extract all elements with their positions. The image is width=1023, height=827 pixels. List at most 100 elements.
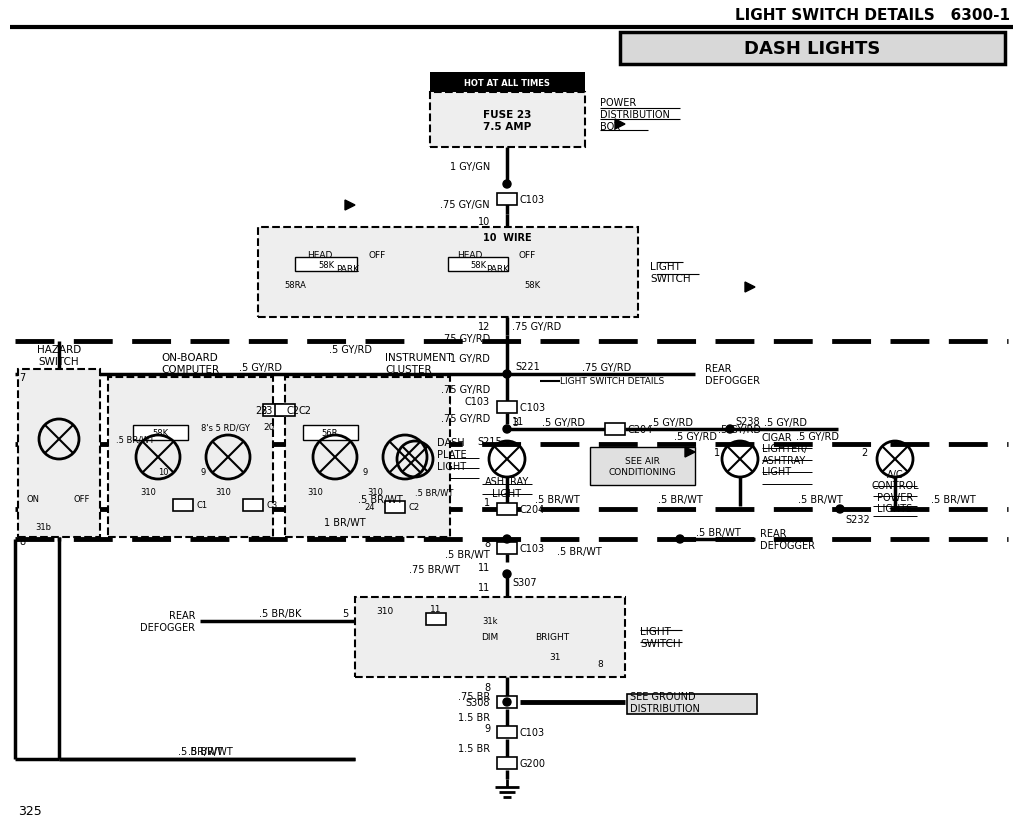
- Text: 310: 310: [367, 488, 383, 497]
- Text: C103: C103: [520, 543, 545, 553]
- Text: 10: 10: [158, 468, 168, 477]
- Circle shape: [503, 370, 512, 379]
- Text: REAR
DEFOGGER: REAR DEFOGGER: [140, 610, 195, 632]
- Text: REAR
DEFOGGER: REAR DEFOGGER: [760, 528, 815, 550]
- Text: C2: C2: [408, 503, 419, 512]
- Bar: [303, 425, 358, 441]
- Text: 10: 10: [478, 217, 490, 227]
- Text: 310: 310: [140, 488, 155, 497]
- Text: 1 GY/RD: 1 GY/RD: [450, 354, 490, 364]
- Text: REAR
DEFOGGER: REAR DEFOGGER: [705, 364, 760, 385]
- Text: .75 GY/RD: .75 GY/RD: [441, 414, 490, 423]
- Text: 1: 1: [714, 447, 720, 457]
- Text: .5 BR/WT: .5 BR/WT: [658, 495, 703, 504]
- Text: C2: C2: [298, 405, 311, 415]
- Text: 56R: 56R: [322, 429, 339, 438]
- Bar: [173, 500, 193, 511]
- Text: PARK: PARK: [487, 265, 509, 275]
- Polygon shape: [345, 201, 355, 211]
- Text: .5 GY/RD: .5 GY/RD: [718, 424, 761, 434]
- Text: .75 GY/RD: .75 GY/RD: [582, 362, 631, 372]
- Text: 325: 325: [18, 805, 42, 818]
- Text: .5 BR/WT: .5 BR/WT: [931, 495, 975, 504]
- Text: ON: ON: [26, 495, 39, 504]
- Bar: [497, 757, 517, 769]
- Text: HOT AT ALL TIMES: HOT AT ALL TIMES: [464, 79, 550, 88]
- Text: 1: 1: [484, 497, 490, 508]
- Text: .5 GY/RD: .5 GY/RD: [797, 432, 840, 442]
- Text: .5 BR/WT: .5 BR/WT: [535, 495, 579, 504]
- Text: .5 GY/RD: .5 GY/RD: [651, 418, 694, 428]
- Text: C204: C204: [520, 504, 545, 514]
- Text: 7: 7: [18, 372, 26, 383]
- Bar: [243, 500, 263, 511]
- Text: 310: 310: [307, 488, 323, 497]
- Text: 9: 9: [362, 468, 367, 477]
- Text: .75 GY/RD: .75 GY/RD: [512, 322, 562, 332]
- Text: 310: 310: [215, 488, 231, 497]
- Text: DASH LIGHTS: DASH LIGHTS: [744, 40, 880, 58]
- Text: C2: C2: [286, 405, 299, 415]
- Text: BRIGHT: BRIGHT: [535, 633, 569, 642]
- Text: 58K: 58K: [152, 429, 168, 438]
- Text: .75 GY/GN: .75 GY/GN: [440, 200, 490, 210]
- Text: 10  WIRE: 10 WIRE: [483, 232, 531, 242]
- Text: C103: C103: [464, 396, 490, 407]
- Text: 23: 23: [261, 405, 273, 415]
- Text: HAZARD
SWITCH: HAZARD SWITCH: [37, 345, 81, 366]
- Bar: [590, 447, 695, 485]
- Text: 1.5 BR: 1.5 BR: [458, 743, 490, 753]
- Text: C103: C103: [520, 727, 545, 737]
- Text: .5 BR/WT: .5 BR/WT: [178, 746, 222, 756]
- Text: .5 BR/WT: .5 BR/WT: [798, 495, 842, 504]
- Bar: [385, 501, 405, 514]
- Polygon shape: [685, 447, 695, 457]
- Text: .75 BR/WT: .75 BR/WT: [409, 564, 460, 574]
- Text: 5: 5: [342, 609, 348, 619]
- Text: .5 BR/WT: .5 BR/WT: [445, 549, 490, 559]
- Text: .5 BR/WT: .5 BR/WT: [696, 528, 741, 538]
- Text: HEAD: HEAD: [457, 251, 483, 259]
- Bar: [285, 378, 450, 538]
- Text: 11: 11: [478, 562, 490, 572]
- Text: 8: 8: [484, 682, 490, 692]
- Text: S215: S215: [478, 437, 502, 447]
- Text: S232: S232: [845, 514, 870, 524]
- Bar: [430, 93, 585, 148]
- Text: .75 BR: .75 BR: [457, 691, 490, 701]
- Text: .5 BR/WT: .5 BR/WT: [557, 547, 602, 557]
- Polygon shape: [615, 120, 625, 130]
- Circle shape: [503, 425, 512, 433]
- Circle shape: [503, 698, 512, 706]
- Text: 1.5 BR: 1.5 BR: [458, 712, 490, 722]
- Bar: [18, 370, 100, 538]
- Bar: [497, 726, 517, 739]
- Text: 11: 11: [512, 417, 524, 427]
- Text: 1 BR/WT: 1 BR/WT: [324, 518, 366, 528]
- Bar: [497, 194, 517, 206]
- Text: PARK: PARK: [337, 265, 359, 275]
- Text: 310: 310: [376, 607, 394, 616]
- Bar: [258, 227, 638, 318]
- Text: 58K: 58K: [524, 280, 540, 289]
- Text: 8's 5 RD/GY: 8's 5 RD/GY: [201, 423, 250, 432]
- Bar: [497, 696, 517, 708]
- Text: OFF: OFF: [519, 251, 536, 259]
- Text: 11: 11: [478, 582, 490, 592]
- Text: C3: C3: [266, 501, 277, 510]
- Text: .5 GY/RD: .5 GY/RD: [238, 362, 281, 372]
- Text: A/C
CONTROL
POWER
LIGHTS: A/C CONTROL POWER LIGHTS: [872, 469, 919, 514]
- Bar: [133, 425, 188, 441]
- Text: DASH
PLATE
LIGHT: DASH PLATE LIGHT: [437, 437, 466, 471]
- Bar: [497, 543, 517, 554]
- Text: OFF: OFF: [368, 251, 386, 259]
- Bar: [430, 73, 585, 93]
- Text: POWER
DISTRIBUTION
BOX: POWER DISTRIBUTION BOX: [601, 98, 670, 131]
- Text: C103: C103: [520, 403, 548, 413]
- Bar: [426, 614, 446, 625]
- Text: .5 GY/RD: .5 GY/RD: [541, 418, 584, 428]
- Text: 58K: 58K: [318, 261, 335, 269]
- Text: C204: C204: [628, 424, 654, 434]
- Text: 3: 3: [512, 418, 518, 428]
- Text: 12: 12: [478, 322, 490, 332]
